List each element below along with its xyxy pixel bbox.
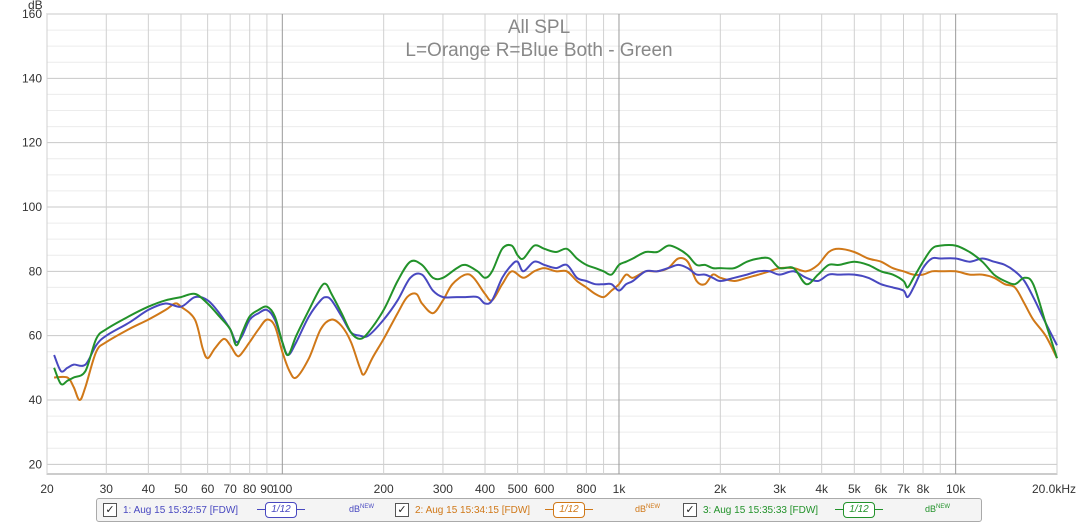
checkbox-icon[interactable]: ✓ [395,503,409,517]
x-tick-label: 200 [374,482,394,496]
legend-label: 2: Aug 15 15:34:15 [FDW] [415,505,531,516]
y-axis-label: dB [28,0,43,12]
y-tick-label: 100 [22,200,42,214]
x-tick-label: 90 [260,482,274,496]
smoothing-button[interactable]: 1/12 [265,502,297,518]
chart-title: All SPL [508,17,570,38]
y-tick-label: 120 [22,136,42,150]
x-tick-label: 100 [272,482,292,496]
dash-icon [297,509,305,510]
chart-subtitle: L=Orange R=Blue Both - Green [405,40,672,61]
x-tick-label: 400 [475,482,495,496]
y-tick-label: 140 [22,71,42,85]
checkbox-icon[interactable]: ✓ [683,503,697,517]
x-tick-label: 4k [815,482,829,496]
smoothing-button[interactable]: 1/12 [553,502,585,518]
y-tick-label: 160 [22,7,42,21]
x-tick-label: 800 [576,482,596,496]
x-tick-label: 600 [534,482,554,496]
legend-bar: ✓ 1: Aug 15 15:32:57 [FDW] 1/12 dBNEW ✓ … [96,498,982,522]
x-tick-label: 7k [897,482,911,496]
db-new-label[interactable]: dBNEW [925,504,951,514]
dash-icon [875,509,883,510]
plot-area [46,13,1058,475]
x-tick-label: 10k [946,482,966,496]
y-tick-label: 60 [29,329,43,343]
y-tick-label: 40 [29,393,43,407]
x-tick-label: 500 [508,482,528,496]
x-tick-label: 20 [40,482,54,496]
y-tick-label: 20 [29,457,43,471]
y-tick-labels: 20 40 60 80 100 120 140 160 [22,7,42,471]
x-tick-label: 80 [243,482,257,496]
x-tick-label: 3k [773,482,787,496]
series-line-3 [53,243,1058,386]
x-tick-label: 1k [613,482,627,496]
x-tick-label: 40 [142,482,156,496]
x-tick-label: 6k [875,482,889,496]
x-tick-label: 60 [201,482,215,496]
x-tick-label: 5k [848,482,862,496]
x-tick-label: 50 [174,482,188,496]
x-tick-label: 300 [433,482,453,496]
x-tick-label: 8k [917,482,931,496]
x-tick-label: 2k [714,482,728,496]
dash-icon [257,509,265,510]
dash-icon [835,509,843,510]
dash-icon [545,509,553,510]
y-tick-label: 80 [29,264,43,278]
grid-lines [46,13,1058,475]
db-new-label[interactable]: dBNEW [635,504,661,514]
smoothing-button[interactable]: 1/12 [843,502,875,518]
series-lines [53,243,1058,401]
legend-label: 3: Aug 15 15:35:33 [FDW] [703,505,819,516]
series-line-1 [54,247,1058,401]
legend-label: 1: Aug 15 15:32:57 [FDW] [123,505,239,516]
dash-icon [585,509,593,510]
checkbox-icon[interactable]: ✓ [103,503,117,517]
x-tick-label: 70 [223,482,237,496]
db-new-label[interactable]: dBNEW [349,504,375,514]
x-tick-label: 30 [100,482,114,496]
series-line-2 [53,256,1058,373]
x-tick-label: 20.0kHz [1032,482,1076,496]
